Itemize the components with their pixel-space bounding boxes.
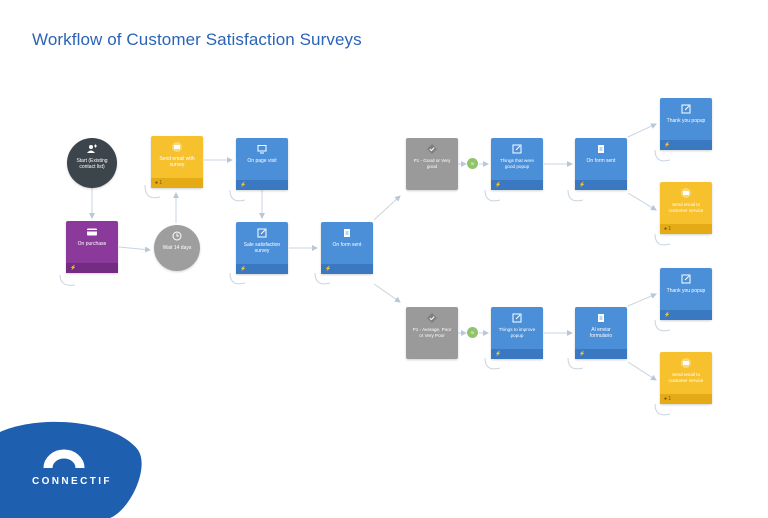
coupon-bottom-node[interactable]: Send email to customer service ● 1 (660, 352, 712, 404)
form-sent-top-label: On form sent (586, 158, 616, 164)
popup-icon (512, 144, 522, 154)
contact-count: 1 (668, 396, 672, 402)
contact-count: 1 (668, 226, 672, 232)
form-icon (598, 314, 604, 322)
node-footer: ⚡ (236, 264, 288, 274)
good-popup-node[interactable]: Things that were good popup ⚡ (491, 138, 543, 190)
form-sent-top-node[interactable]: On form sent ⚡ (575, 138, 627, 190)
yes-badge-bottom: Si (467, 327, 478, 338)
email-icon (681, 188, 691, 198)
bad-condition-node[interactable]: P1 - Average, Poor or Very Poor (406, 307, 458, 359)
popup-icon (681, 274, 691, 284)
popup-icon (257, 228, 267, 238)
email-icon (172, 142, 182, 152)
send-email-survey-node[interactable]: Send email with survey ● 1 (151, 136, 203, 188)
start-node[interactable]: Start (Existing contact list) (67, 138, 117, 188)
node-footer: ● 1 (151, 178, 203, 188)
thanks-top-node[interactable]: Thank you popup ⚡ (660, 98, 712, 150)
wait-node[interactable]: Wait 14 days (154, 225, 200, 271)
bolt-icon: ⚡ (579, 351, 586, 357)
wait-label: Wait 14 days (162, 245, 192, 251)
improve-popup-label: Things to improve popup (498, 327, 536, 338)
monitor-icon (257, 145, 267, 154)
node-footer: ● 1 (660, 394, 712, 404)
node-footer: ⚡ (575, 180, 627, 190)
page-title: Workflow of Customer Satisfaction Survey… (32, 30, 362, 49)
improve-popup-node[interactable]: Things to improve popup ⚡ (491, 307, 543, 359)
node-footer: ⚡ (660, 310, 712, 320)
check-icon (427, 144, 437, 154)
bolt-icon: ⚡ (664, 312, 671, 318)
form-sent-bottom-label: Al enviar formulario (589, 327, 613, 339)
popup-icon (681, 104, 691, 114)
thanks-bottom-label: Thank you popup (666, 288, 706, 294)
bolt-icon: ⚡ (325, 266, 332, 272)
thanks-top-label: Thank you popup (666, 118, 706, 124)
coupon-top-node[interactable]: Send email to customer service ● 1 (660, 182, 712, 234)
node-footer: ⚡ (66, 263, 118, 273)
send-email-survey-label: Send email with survey (159, 156, 195, 168)
brand-shape (0, 421, 142, 518)
form-sent-bottom-node[interactable]: Al enviar formulario ⚡ (575, 307, 627, 359)
node-footer: ⚡ (321, 264, 373, 274)
node-footer: ⚡ (491, 349, 543, 359)
form-icon (598, 145, 604, 153)
bolt-icon: ⚡ (70, 265, 77, 271)
on-page-visit-label: On page visit (247, 158, 277, 164)
node-footer: ⚡ (575, 349, 627, 359)
contact-count: 1 (159, 180, 163, 186)
bolt-icon: ⚡ (579, 182, 586, 188)
coupon-bottom-label: Send email to customer service (668, 372, 704, 383)
contact-icon: ● (664, 226, 668, 232)
bolt-icon: ⚡ (664, 142, 671, 148)
contact-icon: ● (155, 180, 159, 186)
clock-icon (172, 231, 182, 241)
on-page-visit-node[interactable]: On page visit ⚡ (236, 138, 288, 190)
start-label: Start (Existing contact list) (76, 158, 108, 170)
on-form-sent-node[interactable]: On form sent ⚡ (321, 222, 373, 274)
good-condition-label: P1 - Good or Very good (413, 158, 451, 169)
sale-survey-node[interactable]: Sale satisfaction survey ⚡ (236, 222, 288, 274)
on-purchase-label: On purchase (77, 241, 107, 247)
bad-condition-label: P1 - Average, Poor or Very Poor (412, 327, 452, 338)
bolt-icon: ⚡ (240, 266, 247, 272)
form-icon (344, 229, 350, 237)
card-icon (87, 228, 97, 236)
node-footer: ● 1 (660, 224, 712, 234)
brand-name: CONNECTIF (32, 476, 112, 487)
bolt-icon: ⚡ (240, 182, 247, 188)
email-icon (681, 358, 691, 368)
bolt-icon: ⚡ (495, 351, 502, 357)
node-footer: ⚡ (236, 180, 288, 190)
popup-icon (512, 313, 522, 323)
check-icon (427, 313, 437, 323)
yes-badge-top: Si (467, 158, 478, 169)
sale-survey-label: Sale satisfaction survey (243, 242, 281, 254)
on-form-sent-label: On form sent (332, 242, 362, 248)
coupon-top-label: Send email to customer service (668, 202, 704, 213)
contact-icon: ● (664, 396, 668, 402)
bolt-icon: ⚡ (495, 182, 502, 188)
logo-icon (43, 449, 85, 469)
good-popup-label: Things that were good popup (500, 158, 534, 169)
node-footer: ⚡ (491, 180, 543, 190)
on-purchase-node[interactable]: On purchase ⚡ (66, 221, 118, 273)
good-condition-node[interactable]: P1 - Good or Very good (406, 138, 458, 190)
contacts-icon (87, 144, 97, 153)
thanks-bottom-node[interactable]: Thank you popup ⚡ (660, 268, 712, 320)
node-footer: ⚡ (660, 140, 712, 150)
